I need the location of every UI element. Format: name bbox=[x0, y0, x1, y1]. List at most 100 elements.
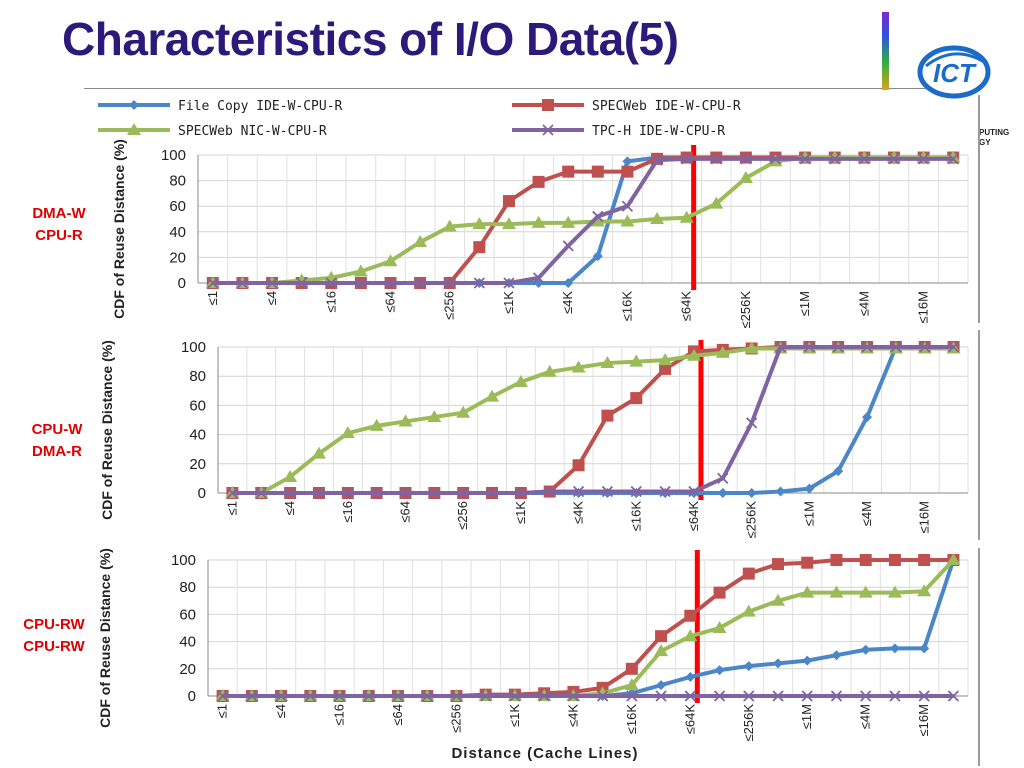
data-point bbox=[325, 277, 337, 289]
data-point bbox=[684, 690, 696, 702]
data-point bbox=[654, 644, 669, 657]
x-tick-label: ≤16M bbox=[917, 501, 932, 533]
data-point bbox=[919, 341, 931, 353]
x-tick-label: ≤1K bbox=[507, 704, 522, 727]
chart-panel-2: 0 20 40 60 80 100 ≤1 ≤4 ≤16 ≤64 ≤256 ≤1K ≤4K ≤16K ≤64K… bbox=[99, 339, 969, 539]
data-point bbox=[562, 240, 574, 252]
data-point bbox=[859, 554, 872, 566]
data-point bbox=[246, 690, 258, 702]
data-point bbox=[473, 241, 486, 254]
x-tick-label: ≤256K bbox=[741, 704, 756, 742]
side-label-chart-2: CPU-W DMA-R bbox=[12, 419, 102, 463]
data-point bbox=[592, 251, 603, 262]
x-tick-label: ≤64K bbox=[686, 501, 701, 532]
data-point bbox=[485, 389, 500, 402]
data-point bbox=[685, 671, 696, 682]
y-tick-label: 100 bbox=[161, 147, 186, 164]
data-point bbox=[658, 353, 673, 366]
x-tick-label: ≤1M bbox=[799, 704, 814, 729]
data-point bbox=[236, 277, 249, 289]
data-point bbox=[456, 405, 471, 418]
x-tick-label: ≤64 bbox=[390, 704, 405, 726]
side-label-line: CPU-R bbox=[35, 227, 83, 244]
y-tick-label: 0 bbox=[178, 275, 186, 292]
data-point bbox=[542, 364, 557, 377]
data-point bbox=[129, 100, 139, 110]
data-point bbox=[744, 341, 759, 354]
data-point bbox=[399, 487, 412, 499]
data-point bbox=[743, 661, 754, 672]
data-point bbox=[888, 153, 900, 165]
data-point bbox=[889, 643, 900, 654]
data-point bbox=[772, 690, 784, 702]
data-point bbox=[571, 360, 586, 373]
data-point bbox=[542, 124, 554, 136]
ict-logo: ICT bbox=[917, 45, 991, 99]
x-tick-label: ≤4K bbox=[571, 501, 586, 524]
data-point bbox=[830, 554, 843, 566]
x-tick-label: ≤16K bbox=[619, 291, 634, 322]
org-text-line: PUTING bbox=[979, 128, 1010, 137]
data-point bbox=[917, 584, 932, 597]
x-tick-label: ≤1K bbox=[501, 291, 516, 314]
y-tick-label: 20 bbox=[189, 456, 206, 473]
x-tick-label: ≤4 bbox=[273, 704, 288, 718]
data-point bbox=[624, 678, 639, 691]
x-tick-label: ≤4K bbox=[565, 704, 580, 727]
data-point bbox=[832, 341, 844, 353]
data-point bbox=[659, 362, 672, 375]
legend-entry: SPECWeb IDE-W-CPU-R bbox=[512, 99, 741, 114]
data-point bbox=[398, 414, 413, 427]
data-point bbox=[775, 486, 786, 497]
data-point bbox=[591, 165, 604, 178]
panel-edge bbox=[978, 330, 980, 540]
data-point bbox=[746, 488, 757, 498]
data-point bbox=[713, 586, 726, 599]
x-tick-label: ≤4K bbox=[560, 291, 575, 314]
data-point bbox=[746, 417, 758, 429]
data-point bbox=[313, 487, 325, 499]
y-tick-label: 0 bbox=[198, 485, 206, 502]
data-point bbox=[513, 375, 528, 388]
x-tick-label: ≤16K bbox=[624, 704, 639, 735]
data-point bbox=[800, 585, 815, 598]
x-tick-label: ≤256 bbox=[448, 704, 463, 733]
data-point bbox=[590, 214, 605, 227]
accent-bar bbox=[882, 12, 889, 90]
x-tick-label: ≤256 bbox=[455, 501, 470, 530]
data-point bbox=[450, 690, 463, 702]
data-point bbox=[625, 662, 638, 675]
chart-panel-1: 0 20 40 60 80 100 ≤1 ≤4 ≤16 ≤64 ≤256 ≤1K ≤4K ≤16K ≤64K… bbox=[111, 139, 969, 329]
data-point bbox=[860, 644, 871, 655]
y-tick-label: 40 bbox=[179, 634, 196, 651]
side-label-line: CPU-RW bbox=[23, 638, 85, 655]
data-point bbox=[480, 690, 492, 702]
data-point bbox=[621, 200, 634, 212]
data-point bbox=[601, 409, 614, 422]
data-point bbox=[742, 567, 755, 580]
data-point bbox=[384, 277, 397, 289]
y-tick-label: 40 bbox=[189, 427, 206, 444]
x-tick-label: ≤1 bbox=[215, 704, 230, 718]
x-tick-label: ≤1M bbox=[797, 291, 812, 316]
data-point bbox=[501, 217, 516, 230]
y-tick-label: 60 bbox=[169, 198, 186, 215]
data-point bbox=[802, 655, 813, 666]
data-point bbox=[715, 345, 730, 358]
data-point bbox=[601, 485, 614, 498]
data-point bbox=[442, 219, 457, 232]
data-point bbox=[804, 483, 815, 494]
data-point bbox=[562, 165, 575, 178]
data-point bbox=[355, 277, 367, 289]
data-point bbox=[311, 446, 326, 459]
data-point bbox=[656, 680, 667, 691]
data-point bbox=[600, 356, 615, 369]
data-point bbox=[679, 210, 694, 223]
data-point bbox=[532, 272, 545, 284]
data-point bbox=[532, 175, 545, 188]
data-point bbox=[918, 690, 930, 702]
y-tick-label: 80 bbox=[169, 173, 186, 190]
data-point bbox=[862, 412, 873, 423]
x-tick-label: ≤4 bbox=[282, 501, 297, 515]
series-line bbox=[212, 156, 954, 285]
